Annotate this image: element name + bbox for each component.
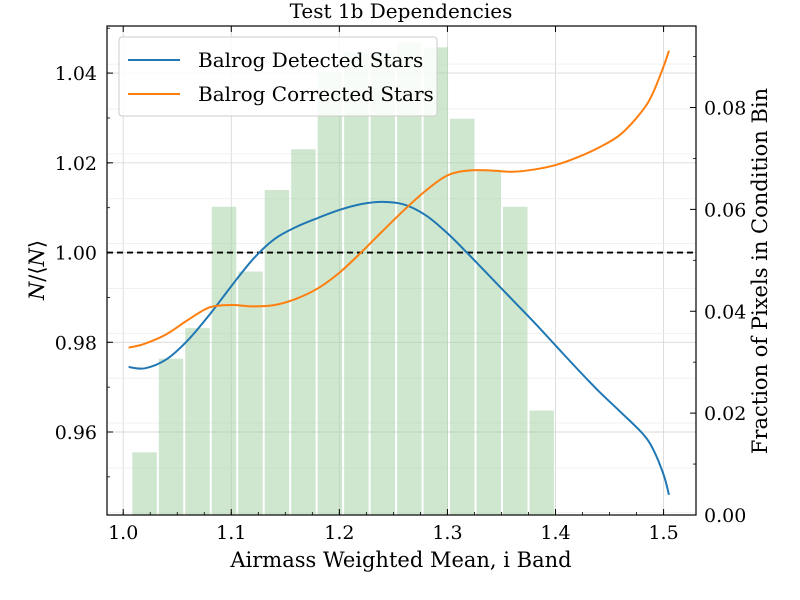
histogram-bar-12 bbox=[450, 118, 475, 516]
y-tick-label: 0.96 bbox=[55, 422, 97, 444]
y2-axis-title: Fraction of Pixels in Condition Bin bbox=[748, 88, 772, 454]
legend-box bbox=[118, 36, 438, 117]
x-tick-label: 1.1 bbox=[216, 522, 246, 544]
y2-tick-label: 0.02 bbox=[704, 403, 746, 425]
y2-tick-label: 0.06 bbox=[704, 199, 746, 221]
y-tick-label: 1.02 bbox=[55, 153, 97, 175]
y-tick-label: 1.04 bbox=[55, 63, 97, 85]
plot-frame bbox=[106, 25, 697, 516]
histogram-bar-2 bbox=[185, 328, 210, 515]
axis-ticks: 1.0 1.1 1.2 1.3 1.4 1.5 0.96 0.98 1.00 1.02 1.04 0.… bbox=[55, 26, 746, 544]
y-axis-title: N/⟨N⟩ bbox=[25, 240, 49, 301]
series-line-corrected bbox=[128, 50, 670, 349]
histogram-bar-3 bbox=[211, 206, 237, 515]
histogram-bar-9 bbox=[370, 52, 396, 516]
x-axis-title: Airmass Weighted Mean, i Band bbox=[229, 548, 571, 572]
series-lines bbox=[128, 50, 670, 496]
histogram-bar-8 bbox=[344, 52, 369, 516]
series-line-detected bbox=[128, 200, 670, 496]
y2-tick-label: 0.00 bbox=[704, 505, 746, 527]
y-tick-label: 1.00 bbox=[55, 243, 97, 265]
chart-title: Test 1b Dependencies bbox=[290, 0, 513, 23]
histogram-bar-6 bbox=[291, 149, 316, 516]
x-tick-label: 1.4 bbox=[540, 522, 570, 544]
y2-tick-label: 0.08 bbox=[704, 98, 746, 120]
histogram-bar-1 bbox=[158, 358, 184, 515]
histogram-bar-0 bbox=[132, 452, 157, 515]
legend-label-corrected: Balrog Corrected Stars bbox=[198, 82, 434, 106]
y2-tick-label: 0.04 bbox=[704, 301, 746, 323]
histogram-bar-15 bbox=[529, 410, 554, 515]
histogram-bar-11 bbox=[423, 47, 449, 516]
histogram-bar-5 bbox=[264, 190, 290, 516]
y-tick-label: 0.98 bbox=[55, 332, 97, 354]
x-tick-label: 1.2 bbox=[324, 522, 354, 544]
legend: Balrog Detected Stars Balrog Corrected S… bbox=[118, 36, 438, 117]
x-tick-label: 1.0 bbox=[108, 522, 138, 544]
x-tick-label: 1.5 bbox=[648, 522, 678, 544]
histogram-bar-14 bbox=[503, 206, 528, 515]
histogram-bar-7 bbox=[317, 72, 343, 516]
x-tick-label: 1.3 bbox=[432, 522, 462, 544]
histogram bbox=[132, 42, 554, 516]
histogram-bar-10 bbox=[397, 42, 422, 516]
legend-label-detected: Balrog Detected Stars bbox=[198, 48, 423, 72]
histogram-bar-13 bbox=[476, 169, 502, 516]
histogram-bar-4 bbox=[238, 271, 263, 515]
